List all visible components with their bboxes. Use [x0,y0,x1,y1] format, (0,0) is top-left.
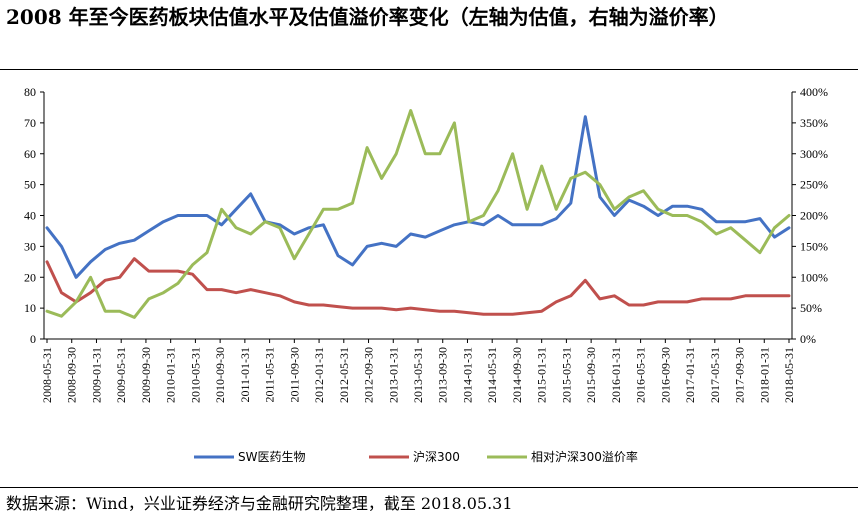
x-tick-label: 2017-05-31 [708,347,722,403]
x-tick-label: 2011-01-31 [238,347,252,403]
y-left-tick-label: 20 [24,270,36,284]
y-left-tick-label: 10 [24,301,36,315]
x-tick-label: 2011-09-30 [287,347,301,403]
y-left-tick-label: 60 [24,147,36,161]
y-right-tick-label: 150% [800,239,828,253]
x-tick-label: 2017-01-31 [683,347,697,403]
y-right-tick-label: 50% [800,301,822,315]
chart-title: 2008 年至今医药板块估值水平及估值溢价率变化（左轴为估值，右轴为溢价率） [6,5,729,29]
y-left-tick-label: 70 [24,116,36,130]
x-tick-label: 2012-05-31 [337,347,351,403]
y-right-tick-label: 200% [800,209,828,223]
x-tick-label: 2016-05-31 [634,347,648,403]
x-tick-label: 2013-05-31 [411,347,425,403]
x-tick-label: 2008-09-30 [65,347,79,403]
y-right-tick-label: 100% [800,270,828,284]
x-tick-label: 2014-01-31 [460,347,474,403]
y-right-tick-label: 0% [800,332,816,346]
legend-label: 相对沪深300溢价率 [531,449,638,464]
legend-label: 沪深300 [413,450,460,464]
y-right-tick-label: 400% [800,85,828,99]
x-tick-label: 2010-01-31 [164,347,178,403]
x-tick-label: 2015-09-30 [584,347,598,403]
y-left-tick-label: 40 [24,209,36,223]
x-tick-label: 2016-01-31 [609,347,623,403]
x-tick-label: 2013-01-31 [386,347,400,403]
x-tick-label: 2009-09-30 [139,347,153,403]
series-line-2 [45,257,791,316]
valuation-line-chart: 0 10 20 30 40 50 60 70 80 0% 50% 100% 150% 200% 250% 30… [24,85,828,464]
footer-divider [0,487,858,488]
x-tick-label: 2018-01-31 [757,347,771,403]
y-left-tick-label: 80 [24,85,36,99]
x-tick-label: 2011-05-31 [263,347,277,403]
x-tick-label: 2014-05-31 [485,347,499,403]
x-tick-label: 2016-09-30 [658,347,672,403]
x-tick-label: 2014-09-30 [510,347,524,403]
x-tick-label: 2008-05-31 [40,347,54,403]
chart-legend: SW医药生物 沪深300 相对沪深300溢价率 [194,449,638,464]
x-tick-label: 2009-01-31 [89,347,103,403]
y-left-tick-label: 0 [30,332,36,346]
y-right-tick-label: 250% [800,178,828,192]
x-tick-label: 2012-09-30 [362,347,376,403]
x-tick-label: 2009-05-31 [114,347,128,403]
chart-axes: 0 10 20 30 40 50 60 70 80 0% 50% 100% 150% 200% 250% 30… [24,85,828,403]
x-tick-label: 2018-05-31 [782,347,796,403]
source-note: 数据来源：Wind，兴业证券经济与金融研究院整理，截至 2018.05.31 [6,494,513,513]
legend-label: SW医药生物 [238,450,305,464]
title-divider [0,69,858,70]
y-right-tick-label: 300% [800,147,828,161]
x-tick-label: 2017-09-30 [733,347,747,403]
y-left-tick-label: 30 [24,239,36,253]
x-tick-label: 2012-01-31 [312,347,326,403]
x-tick-label: 2015-05-31 [559,347,573,403]
x-tick-label: 2010-09-30 [213,347,227,403]
chart-series [45,109,791,319]
y-right-tick-label: 350% [800,116,828,130]
x-tick-label: 2013-09-30 [436,347,450,403]
y-left-tick-label: 50 [24,178,36,192]
series-line-1 [45,115,791,279]
series-line-3 [45,109,791,319]
x-tick-label: 2010-05-31 [188,347,202,403]
x-tick-label: 2015-01-31 [535,347,549,403]
